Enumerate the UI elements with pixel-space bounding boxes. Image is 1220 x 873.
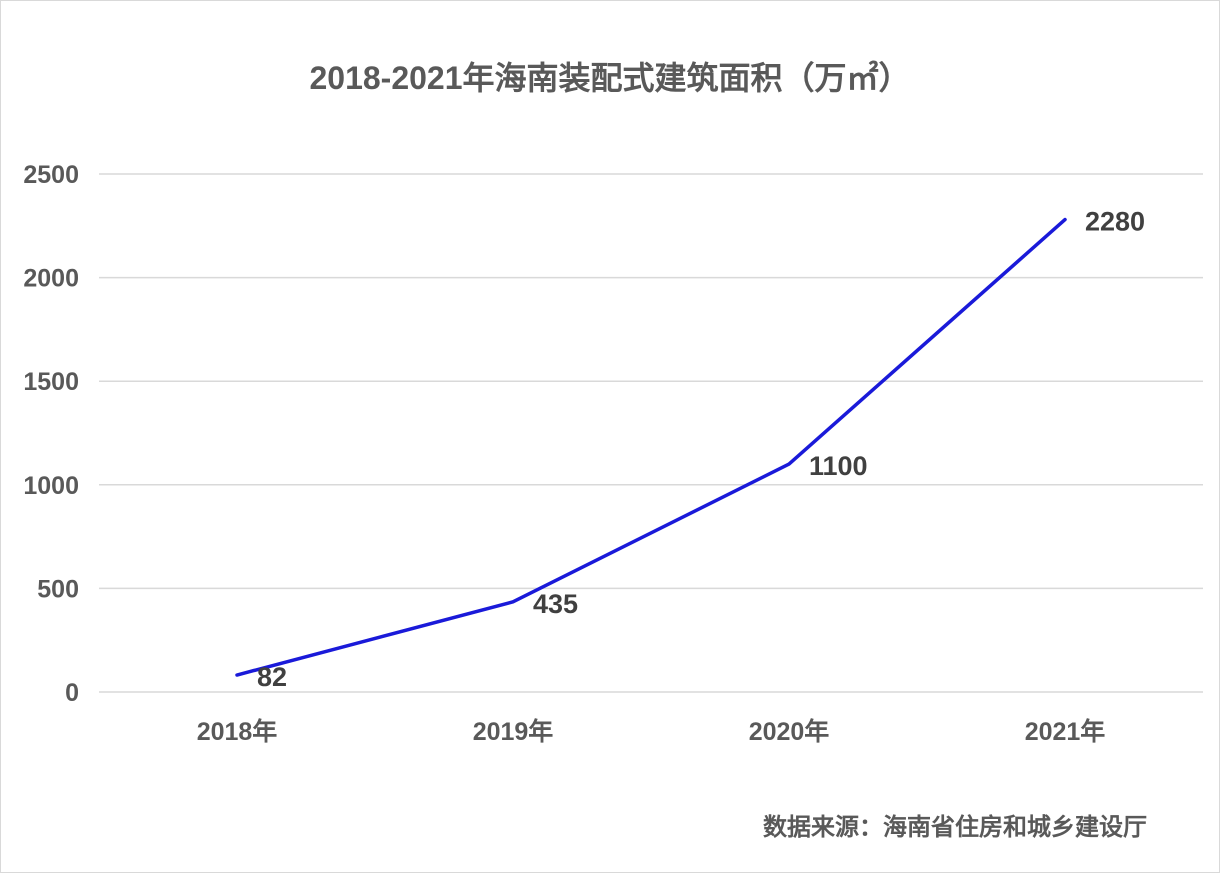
y-tick-label: 1500 — [23, 368, 79, 396]
series-layer — [235, 217, 1067, 677]
data-label: 1100 — [809, 451, 868, 481]
source-note: 数据来源：海南省住房和城乡建设厅 — [763, 814, 1147, 841]
y-tick-label: 500 — [37, 575, 79, 603]
data-label: 82 — [257, 662, 287, 692]
y-axis-ticks: 0 500 1000 1500 2000 2500 — [23, 161, 79, 707]
y-tick-label: 0 — [65, 679, 79, 707]
chart-title: 2018-2021年海南装配式建筑面积（万㎡） — [309, 60, 911, 96]
x-tick-label: 2019年 — [473, 717, 554, 746]
y-tick-label: 2000 — [23, 265, 79, 293]
x-tick-label: 2021年 — [1025, 717, 1106, 746]
x-tick-label: 2018年 — [197, 717, 278, 746]
y-tick-label: 1000 — [23, 472, 79, 500]
x-tick-label: 2020年 — [749, 717, 830, 746]
x-axis-ticks: 2018年 2019年 2020年 2021年 — [197, 717, 1106, 746]
data-labels: 82 435 1100 2280 — [257, 207, 1145, 692]
series-line — [235, 217, 1067, 677]
gridlines — [99, 173, 1203, 693]
data-label: 2280 — [1085, 207, 1145, 237]
y-tick-label: 2500 — [23, 161, 79, 189]
data-label: 435 — [533, 589, 578, 619]
